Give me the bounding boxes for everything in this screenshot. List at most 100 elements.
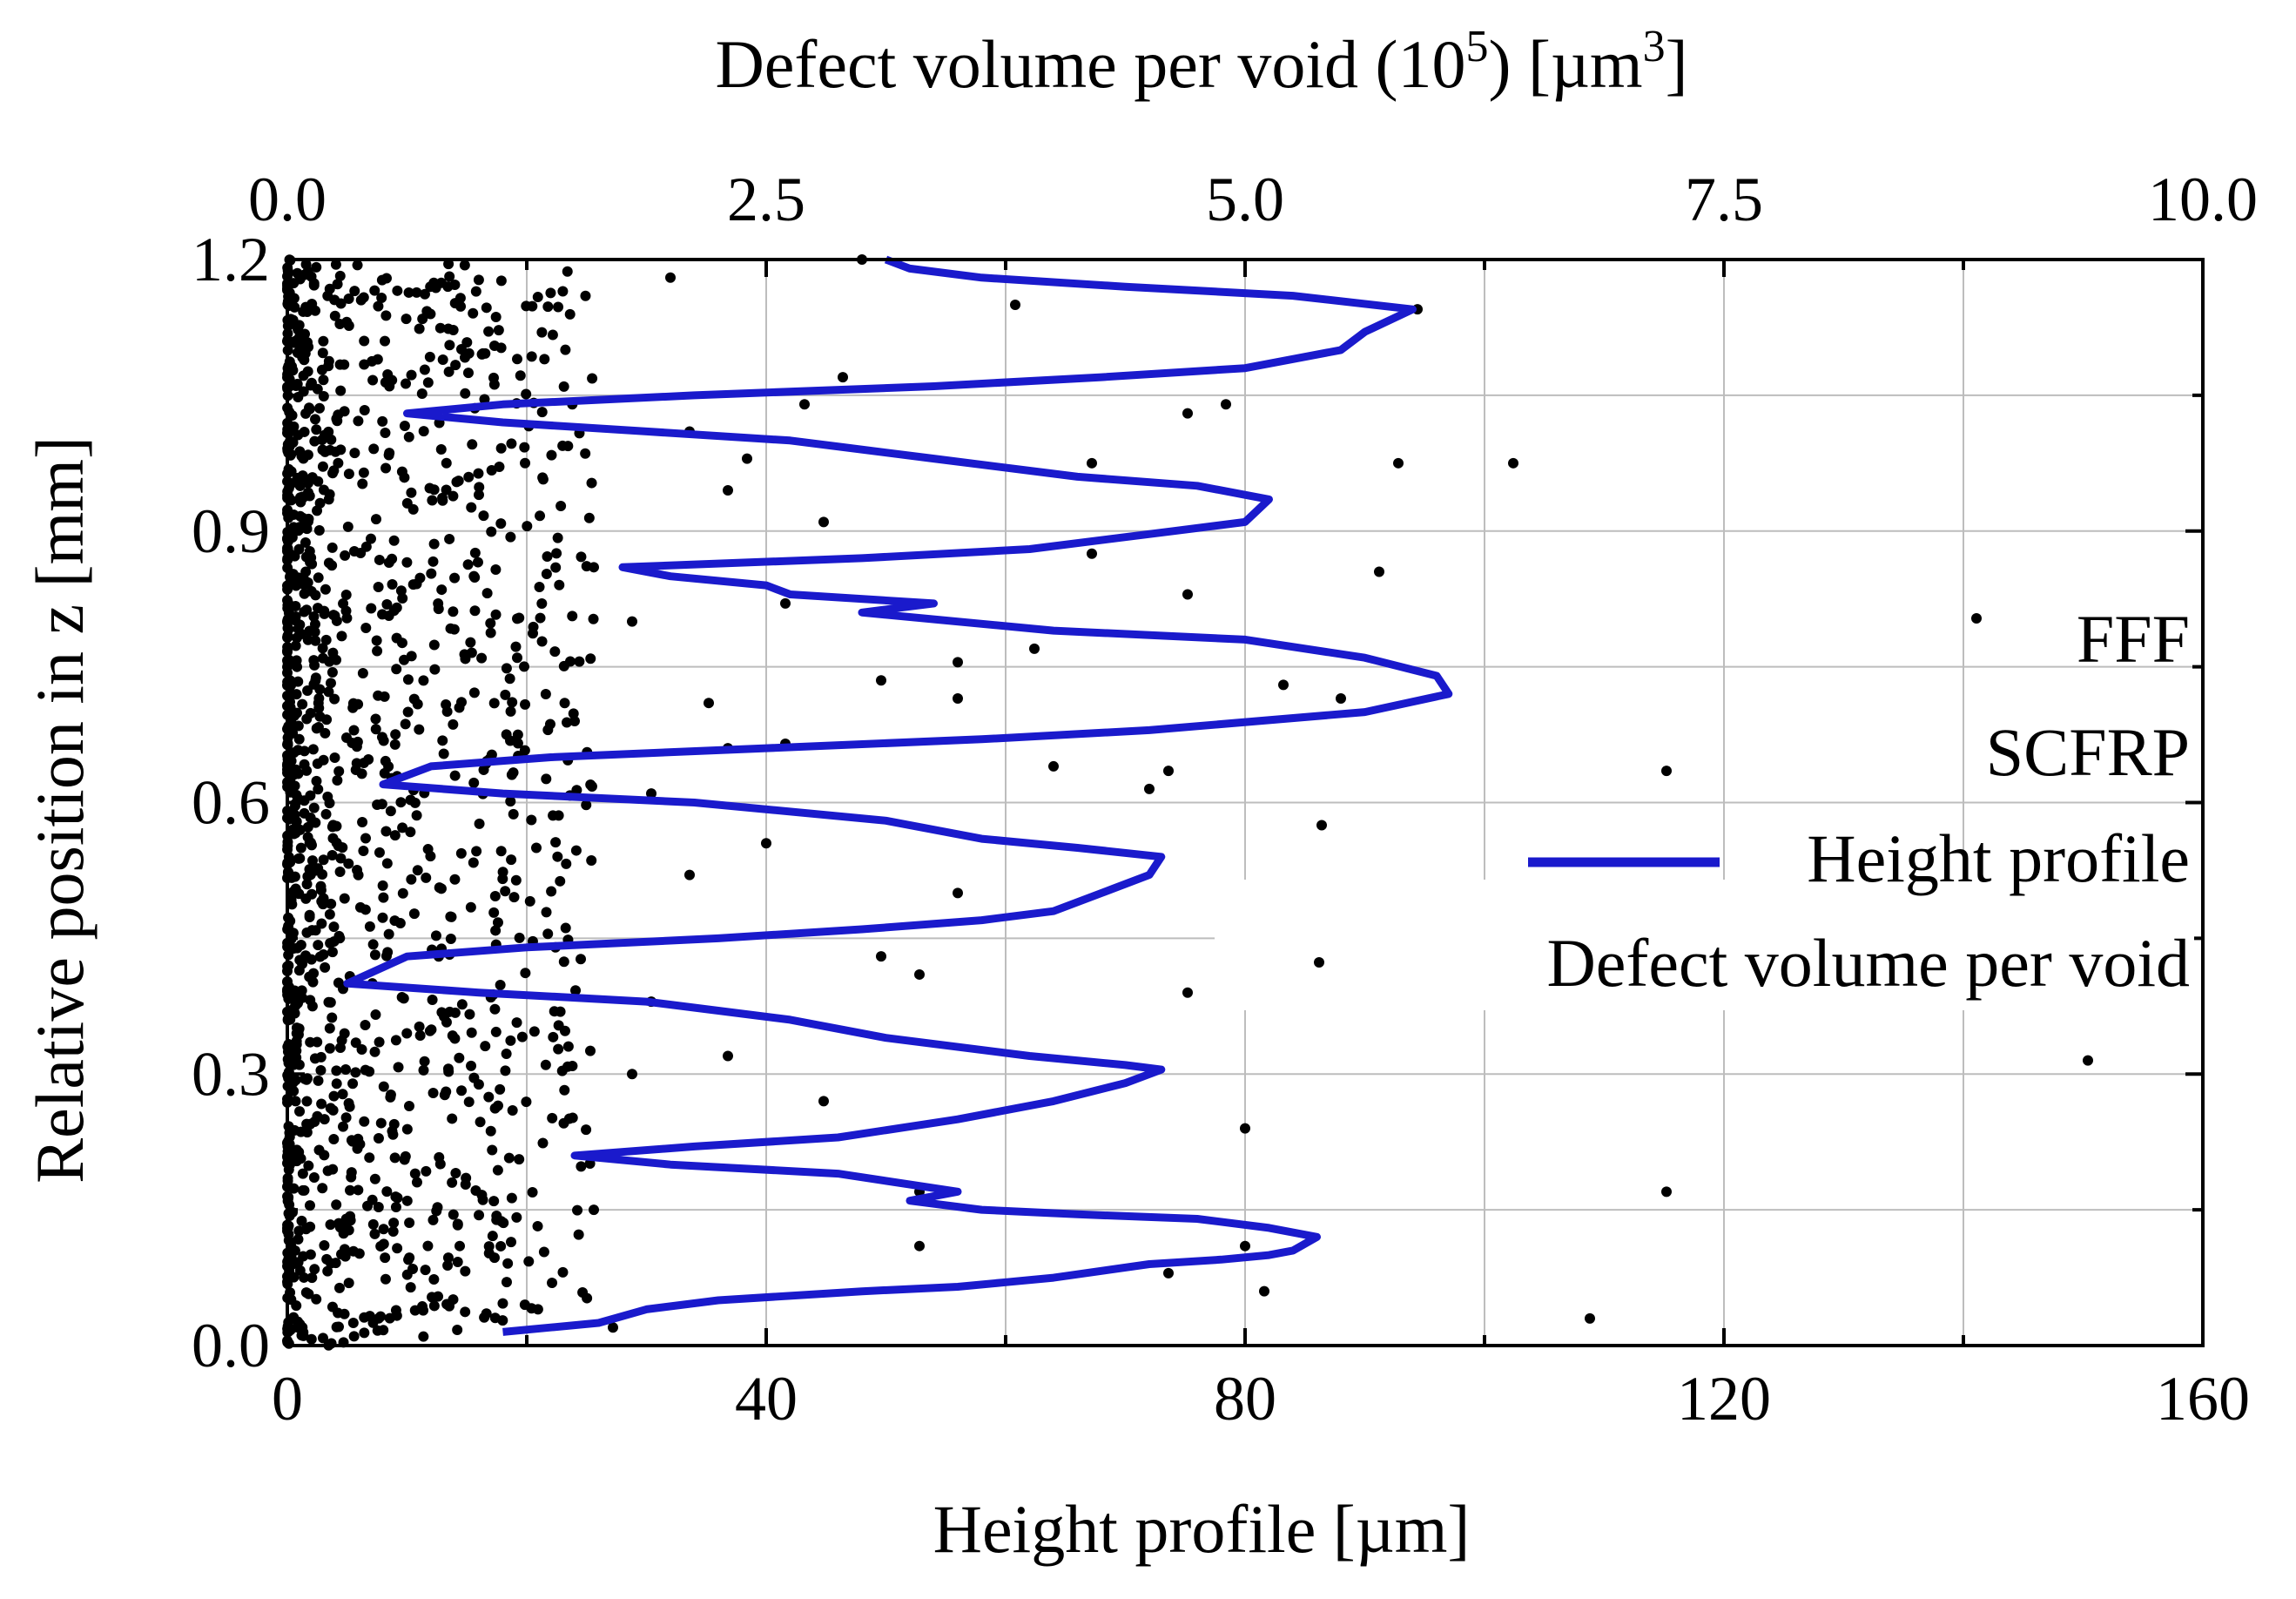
scatter-point: [295, 1126, 306, 1137]
scatter-point: [576, 954, 587, 965]
scatter-point: [324, 1042, 335, 1054]
scatter-point: [574, 656, 585, 667]
scatter-point: [449, 572, 461, 584]
scatter-point: [322, 791, 333, 802]
scatter-point: [742, 453, 752, 464]
scatter-point: [490, 609, 502, 620]
scatter-point: [409, 1168, 421, 1179]
scatter-point: [485, 1125, 496, 1137]
scatter-point: [347, 1078, 359, 1090]
scatter-point: [553, 1043, 564, 1055]
scatter-point: [319, 608, 330, 619]
scatter-point: [332, 775, 343, 786]
scatter-point: [471, 846, 482, 857]
scatter-point: [532, 1304, 543, 1315]
scatter-point: [313, 1075, 324, 1086]
scatter-point: [343, 1278, 354, 1289]
scatter-point: [322, 290, 333, 301]
scatter-point: [1163, 1267, 1174, 1279]
scatter-point: [519, 745, 530, 756]
scatter-point: [401, 1123, 413, 1135]
scatter-point: [432, 1202, 443, 1213]
scatter-point: [433, 604, 444, 615]
scatter-point: [450, 1167, 461, 1178]
scatter-point: [371, 635, 382, 646]
scatter-point: [299, 807, 310, 819]
scatter-point: [369, 949, 380, 961]
scatter-point: [369, 285, 380, 296]
scatter-point: [479, 394, 490, 405]
scatter-point: [326, 898, 337, 909]
scatter-point: [514, 612, 525, 624]
scatter-point: [485, 617, 496, 629]
scatter-point: [343, 469, 354, 480]
scatter-point: [562, 1061, 574, 1072]
scatter-point: [358, 846, 369, 857]
scatter-point: [489, 891, 501, 902]
scatter-point: [1029, 643, 1040, 654]
scatter-point: [414, 1030, 426, 1042]
scatter-point: [300, 259, 312, 270]
scatter-point: [367, 1218, 379, 1230]
scatter-point: [375, 1117, 387, 1129]
scatter-point: [308, 802, 320, 813]
scatter-point: [373, 1202, 384, 1213]
scatter-point: [299, 1184, 310, 1196]
scatter-point: [1182, 589, 1193, 600]
scatter-point: [468, 1072, 480, 1083]
scatter-point: [442, 323, 454, 334]
scatter-point: [537, 1137, 549, 1149]
scatter-point: [427, 495, 438, 506]
scatter-point: [312, 1036, 323, 1048]
scatter-point: [1221, 399, 1231, 410]
scatter-point: [320, 961, 331, 973]
scatter-point: [347, 1318, 359, 1329]
tick-label-left: 0.9: [192, 496, 270, 566]
scatter-point: [558, 660, 569, 671]
scatter-point: [294, 273, 306, 285]
scatter-point: [360, 833, 371, 844]
scatter-point: [562, 266, 573, 277]
scatter-point: [294, 1265, 306, 1276]
scatter-point: [339, 406, 350, 417]
scatter-point: [390, 1191, 401, 1203]
scatter-point: [374, 1036, 385, 1048]
scatter-point: [1508, 457, 1518, 469]
scatter-point: [335, 298, 347, 309]
scatter-point: [401, 557, 413, 568]
scatter-point: [359, 1116, 370, 1127]
scatter-point: [511, 1017, 522, 1029]
scatter-point: [293, 429, 304, 441]
scatter-point: [373, 1312, 384, 1324]
scatter-point: [665, 272, 676, 283]
scatter-point: [551, 548, 562, 559]
scatter-point: [350, 1067, 361, 1078]
scatter-point: [310, 305, 321, 316]
scatter-point: [558, 1117, 569, 1129]
scatter-point: [539, 354, 550, 365]
scatter-point: [293, 676, 304, 687]
scatter-point: [576, 1161, 587, 1172]
scatter-point: [1163, 766, 1174, 777]
scatter-point: [313, 524, 325, 536]
legend: FFF SCFRP Height profile Defect volume p…: [1215, 601, 2194, 1010]
scatter-point: [417, 314, 428, 325]
scatter-point: [476, 652, 488, 664]
scatter-point: [434, 882, 445, 894]
scatter-point: [323, 557, 334, 569]
scatter-point: [478, 510, 489, 522]
scatter-point: [419, 364, 430, 375]
scatter-point: [306, 855, 318, 867]
scatter-point: [608, 1322, 618, 1333]
scatter-point: [406, 487, 417, 498]
scatter-point: [418, 1331, 429, 1342]
scatter-point: [299, 746, 310, 757]
scatter-point: [570, 845, 582, 856]
scatter-point: [318, 335, 329, 347]
scatter-point: [380, 428, 391, 439]
scatter-point: [495, 518, 507, 530]
scatter-point: [505, 1237, 516, 1248]
scatter-point: [286, 1056, 298, 1068]
scatter-point: [1661, 1186, 1672, 1198]
scatter-point: [473, 468, 484, 479]
